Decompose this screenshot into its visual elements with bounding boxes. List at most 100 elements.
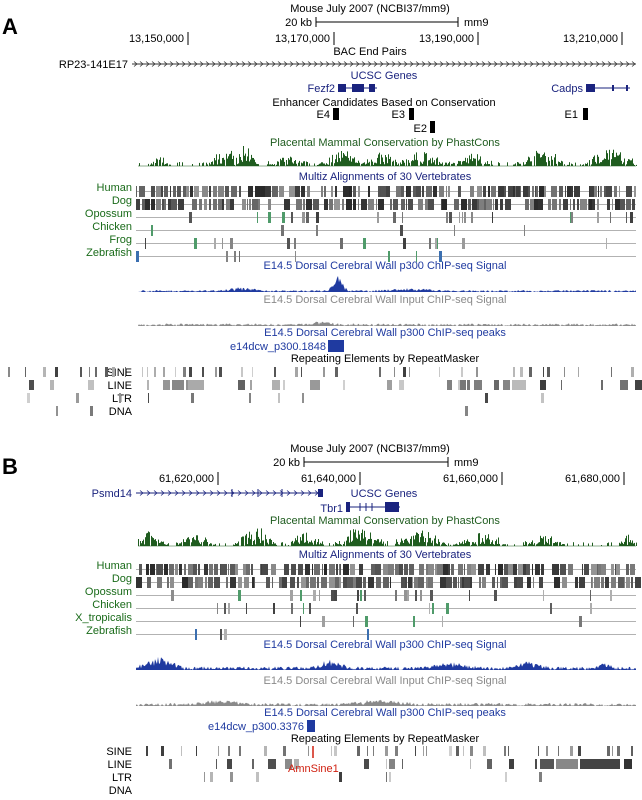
conservation-bar: [623, 162, 624, 166]
conservation-bar: [377, 157, 378, 166]
conservation-bar: [603, 159, 604, 166]
multiz-block: [195, 577, 198, 588]
multiz-block: [567, 186, 571, 197]
multiz-block: [209, 564, 213, 575]
multiz-block: [414, 577, 418, 588]
conservation-bar: [226, 153, 227, 166]
conservation-bar: [301, 540, 302, 546]
conservation-bar: [539, 542, 540, 546]
multiz-block: [570, 212, 571, 223]
conservation-bar: [377, 539, 378, 546]
panel-letter: A: [2, 14, 18, 39]
strand-chevron: [397, 61, 402, 67]
conservation-bar: [288, 158, 289, 166]
conservation-bar: [537, 543, 538, 546]
multiz-block: [336, 564, 338, 575]
strand-chevron: [625, 61, 630, 67]
bac-chevrons: [133, 61, 636, 67]
conservation-bar: [298, 162, 299, 166]
conservation-bar: [149, 532, 150, 546]
conservation-bar: [414, 154, 415, 166]
conservation-bar: [393, 160, 394, 166]
species-label: Human: [97, 182, 132, 194]
conservation-bar: [179, 162, 180, 166]
multiz-block: [281, 225, 284, 236]
conservation-bar: [365, 537, 366, 546]
conservation-bar: [159, 159, 160, 166]
conservation-bar: [405, 538, 406, 546]
strand-chevron: [145, 61, 150, 67]
conservation-bar: [269, 164, 270, 166]
conservation-bar: [145, 537, 146, 546]
conservation-bar: [604, 158, 605, 166]
conservation-bar: [416, 532, 417, 546]
multiz-block: [249, 199, 251, 210]
conservation-bar: [200, 544, 201, 546]
multiz-block: [482, 577, 486, 588]
strand-chevron: [237, 490, 242, 496]
p300-track-title: E14.5 Dorsal Cerebral Wall p300 ChIP-seq…: [264, 260, 507, 272]
strand-chevron: [439, 61, 444, 67]
conservation-bar: [224, 159, 225, 166]
repeat-block: [564, 367, 565, 377]
repeat-block: [95, 367, 97, 377]
multiz-block: [184, 564, 186, 575]
multiz-block: [261, 186, 265, 197]
conservation-bar: [371, 538, 372, 546]
multiz-block: [230, 238, 233, 249]
multiz-block: [416, 251, 417, 262]
conservation-bar: [454, 163, 455, 166]
strand-chevron: [295, 61, 300, 67]
conservation-bar: [568, 164, 569, 166]
conservation-bar: [250, 539, 251, 546]
multiz-block: [601, 564, 606, 575]
conservation-bar: [434, 538, 435, 546]
conservation-bar: [207, 164, 208, 166]
repeat-block: [294, 759, 299, 769]
multiz-block: [626, 577, 630, 588]
multiz-block: [268, 212, 271, 223]
multiz-block: [291, 564, 296, 575]
conservation-bar: [398, 544, 399, 546]
conservation-bar: [530, 543, 531, 546]
multiz-block: [624, 577, 625, 588]
conservation-bar: [552, 159, 553, 166]
conservation-bar: [592, 542, 593, 546]
multiz-block: [239, 251, 240, 262]
conservation-bar: [361, 533, 362, 546]
multiz-block: [154, 186, 155, 197]
conservation-bar: [246, 160, 247, 166]
conservation-bar: [624, 158, 625, 166]
multiz-block: [198, 564, 200, 575]
multiz-block: [335, 186, 337, 197]
multiz-block: [273, 603, 275, 614]
gene-label-cadps: Cadps: [551, 83, 583, 95]
multiz-block: [272, 577, 273, 588]
multiz-block: [378, 199, 384, 210]
conservation-bar: [628, 159, 629, 166]
conservation-bar: [350, 530, 351, 546]
multiz-block: [442, 616, 443, 627]
strand-chevron: [283, 61, 288, 67]
conservation-bar: [351, 541, 352, 546]
multiz-block: [458, 186, 461, 197]
conservation-bar: [495, 541, 496, 546]
conservation-bar: [323, 163, 324, 166]
conservation-bar: [282, 157, 283, 166]
conservation-bar: [363, 162, 364, 166]
conservation-bar: [471, 544, 472, 546]
conservation-bar: [155, 539, 156, 546]
conservation-bar: [309, 163, 310, 166]
conservation-bar: [428, 160, 429, 166]
conservation-bar: [192, 164, 193, 166]
repeat-block: [505, 772, 507, 782]
conservation-bar: [546, 162, 547, 166]
conservation-bar: [281, 160, 282, 166]
multiz-block: [488, 186, 490, 197]
multiz-track-title: Multiz Alignments of 30 Vertebrates: [299, 171, 472, 183]
conservation-bar: [364, 162, 365, 166]
conservation-bar: [457, 163, 458, 166]
multiz-block: [228, 603, 230, 614]
multiz-block: [353, 186, 356, 197]
conservation-bar: [431, 163, 432, 166]
